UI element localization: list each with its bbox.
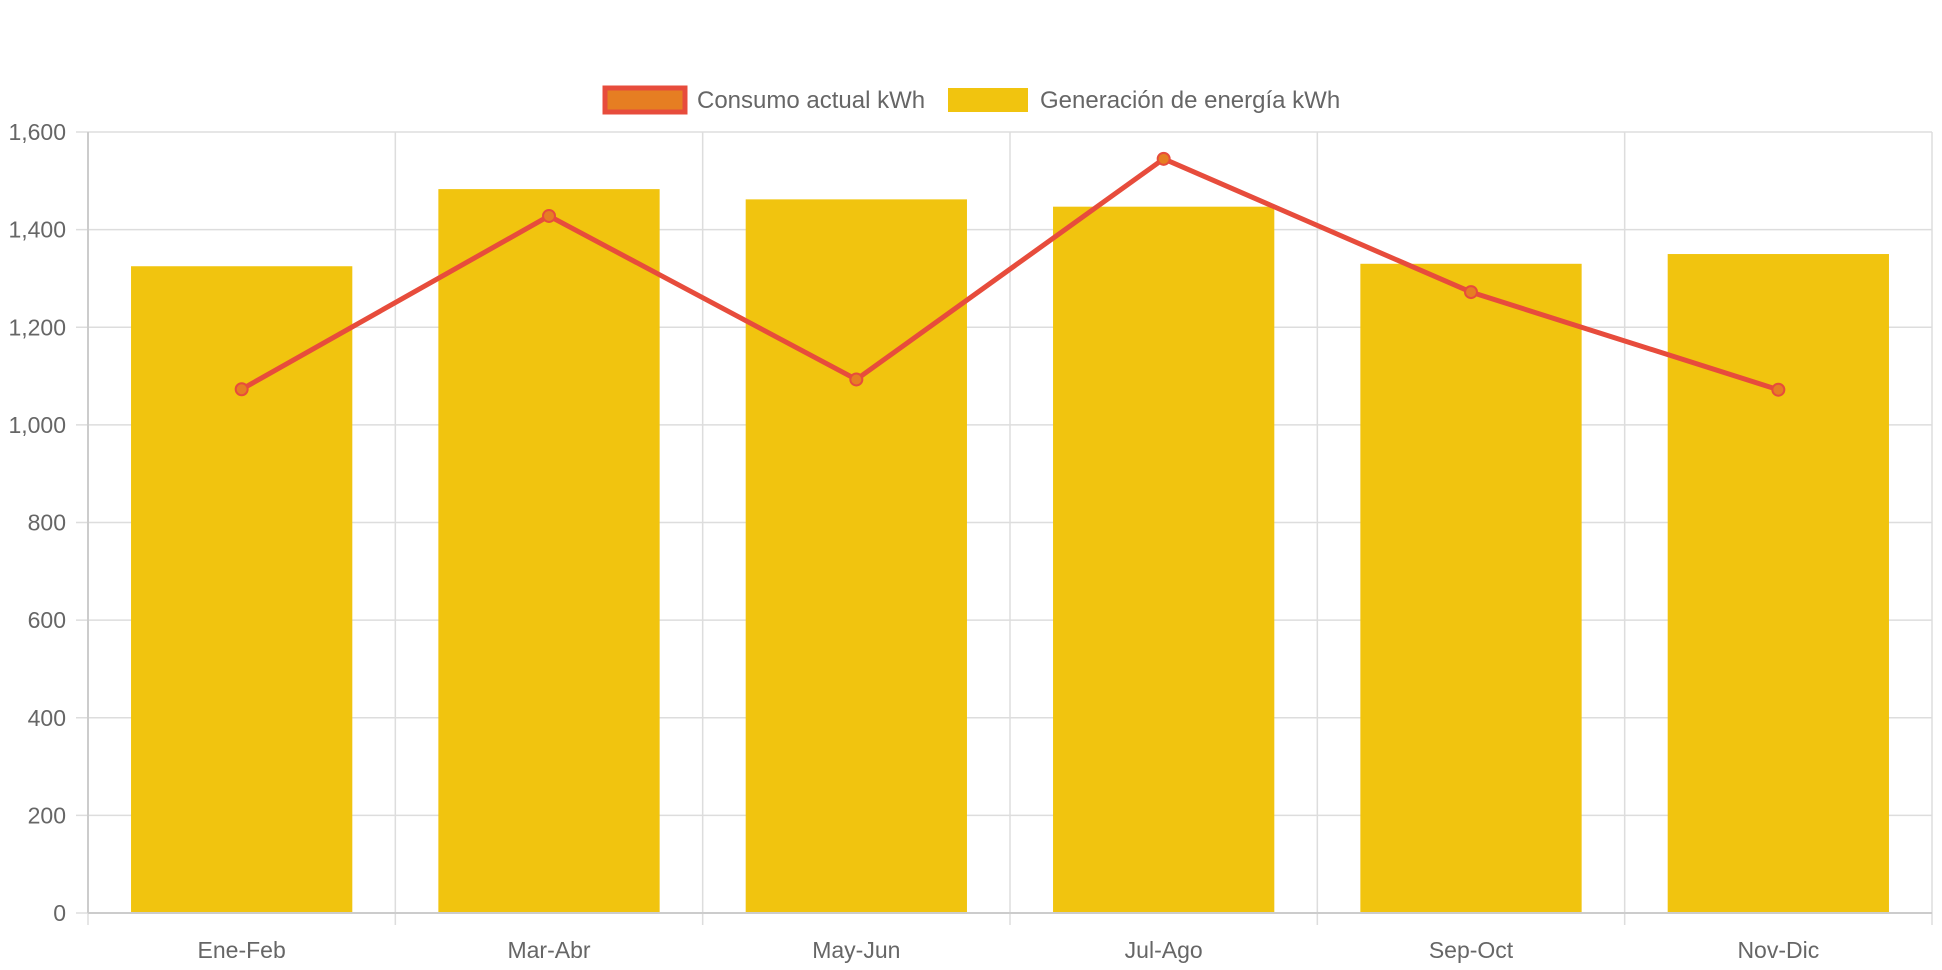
point-sep-oct[interactable] bbox=[1464, 285, 1478, 300]
bar-series bbox=[131, 189, 1889, 914]
y-tick-label: 200 bbox=[28, 802, 66, 828]
point-jul-ago[interactable] bbox=[1156, 151, 1171, 166]
bar-sep-oct[interactable] bbox=[1360, 263, 1582, 913]
x-tick-label: May-Jun bbox=[812, 937, 900, 963]
legend: Consumo actual kWh Generación de energía … bbox=[602, 85, 1340, 115]
point-mar-abr[interactable] bbox=[542, 208, 556, 223]
legend-label-generacion[interactable]: Generación de energía kWh bbox=[1040, 87, 1340, 114]
x-tick-label: Jul-Ago bbox=[1125, 937, 1203, 963]
y-tick-label: 1,000 bbox=[8, 412, 66, 438]
bar-nov-dic[interactable] bbox=[1667, 254, 1889, 913]
y-tick-label: 1,200 bbox=[8, 314, 66, 340]
x-axis-labels: Ene-Feb Mar-Abr May-Jun Jul-Ago Sep-Oct Nov-D… bbox=[198, 937, 1820, 963]
y-tick-label: 400 bbox=[28, 705, 66, 731]
x-tick-label: Ene-Feb bbox=[198, 937, 286, 963]
x-tick-label: Nov-Dic bbox=[1737, 937, 1819, 963]
grid bbox=[76, 131, 1933, 925]
bar-jul-ago[interactable] bbox=[1053, 206, 1275, 914]
line-series bbox=[234, 151, 1786, 397]
y-tick-label: 800 bbox=[28, 510, 66, 536]
point-ene-feb[interactable] bbox=[234, 382, 249, 397]
point-may-jun[interactable] bbox=[849, 372, 864, 387]
bar-may-jun[interactable] bbox=[745, 199, 967, 913]
legend-label-consumo[interactable]: Consumo actual kWh bbox=[697, 87, 925, 114]
point-nov-dic[interactable] bbox=[1771, 382, 1786, 397]
y-tick-label: 1,400 bbox=[8, 217, 66, 243]
consumo-line bbox=[240, 156, 1780, 393]
y-tick-label: 0 bbox=[53, 900, 66, 926]
axes bbox=[87, 132, 1932, 914]
x-tick-label: Sep-Oct bbox=[1429, 937, 1514, 963]
legend-swatch-consumo[interactable] bbox=[602, 85, 688, 115]
y-tick-label: 600 bbox=[28, 607, 66, 633]
legend-swatch-generacion[interactable] bbox=[948, 88, 1028, 112]
bar-mar-abr[interactable] bbox=[438, 189, 660, 914]
bar-ene-feb[interactable] bbox=[131, 266, 353, 913]
x-tick-label: Mar-Abr bbox=[507, 937, 590, 963]
y-tick-label: 1,600 bbox=[8, 119, 66, 145]
y-axis-labels: 0 200 400 600 800 1,000 1,200 1,400 1,600 bbox=[8, 119, 66, 926]
